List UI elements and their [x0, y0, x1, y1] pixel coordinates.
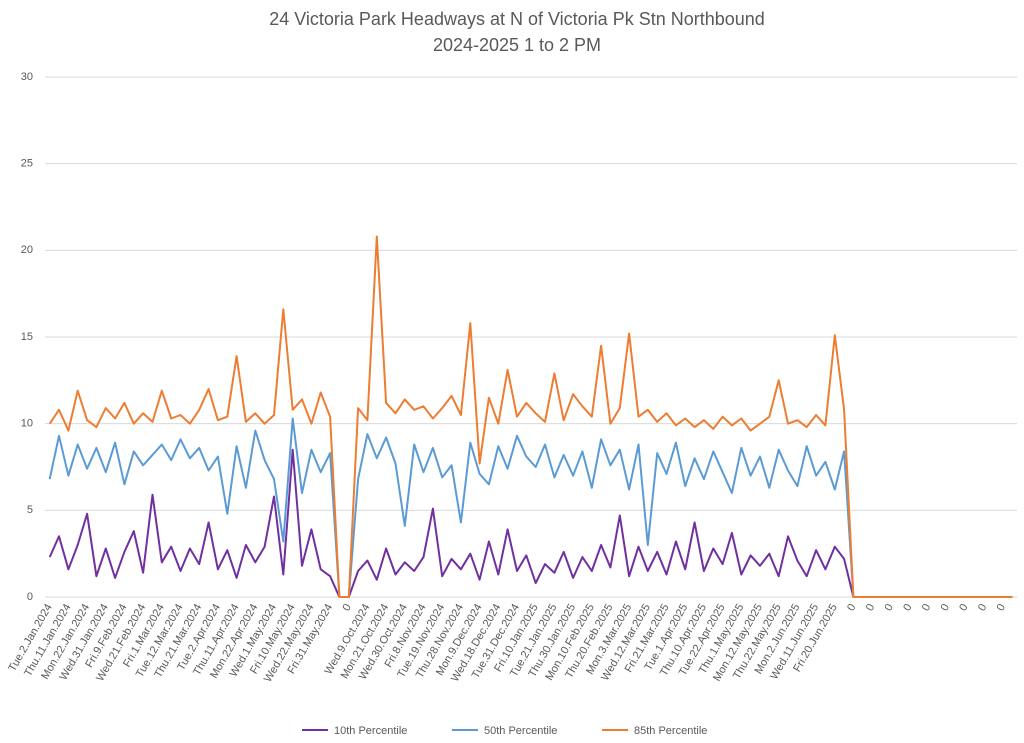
y-tick-label: 15	[21, 331, 33, 343]
legend-label: 10th Percentile	[334, 725, 407, 737]
x-tick-label: 0	[901, 602, 914, 613]
x-tick-label: 0	[920, 602, 933, 613]
legend-label: 85th Percentile	[634, 725, 707, 737]
x-tick-label: 0	[864, 602, 877, 613]
x-tick-label: 0	[340, 602, 353, 613]
x-tick-label: 0	[976, 602, 989, 613]
x-tick-label: 0	[957, 602, 970, 613]
x-tick-label: 0	[845, 602, 858, 613]
series-line	[48, 235, 1013, 598]
x-tick-label: 0	[995, 602, 1008, 613]
y-tick-label: 20	[21, 244, 33, 256]
series-line	[48, 448, 1013, 598]
y-tick-label: 0	[27, 591, 33, 603]
y-tick-label: 5	[27, 504, 33, 516]
chart-subtitle: 2024-2025 1 to 2 PM	[433, 35, 601, 55]
x-tick-label: 0	[882, 602, 895, 613]
y-tick-label: 10	[21, 418, 33, 430]
y-tick-label: 30	[21, 71, 33, 83]
chart-title: 24 Victoria Park Headways at N of Victor…	[269, 9, 765, 29]
legend-label: 50th Percentile	[484, 725, 557, 737]
y-tick-label: 25	[21, 158, 33, 170]
x-tick-label: 0	[939, 602, 952, 613]
